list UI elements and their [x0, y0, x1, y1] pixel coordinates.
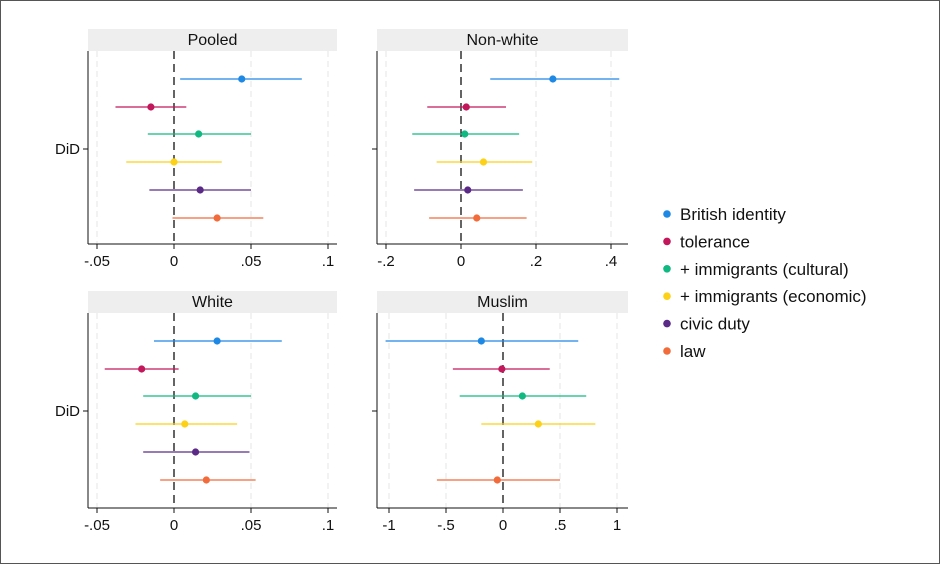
x-tick-label: 0 [170, 253, 178, 270]
legend-label-immigrants-cultural: + immigrants (cultural) [680, 260, 849, 279]
panel-white: White -.05 0 .05 .1 DiD [55, 291, 337, 534]
point-estimate-immigrants-economic [170, 158, 178, 166]
y-tick-label: DiD [55, 403, 80, 420]
point-estimate-tolerance [498, 365, 506, 373]
point-estimate-tolerance [147, 103, 155, 111]
point-estimate-british-identity [477, 337, 485, 345]
point-estimate-law [493, 476, 501, 484]
point-estimate-civic-duty [196, 186, 204, 194]
panel-title: Muslim [477, 294, 528, 311]
panel-header [88, 291, 337, 313]
point-estimate-immigrants-cultural [195, 130, 203, 138]
x-tick-label: 0 [457, 253, 465, 270]
panel-muslim: Muslim -1 -.5 0 .5 1 [372, 291, 628, 534]
legend-label-british-identity: British identity [680, 205, 786, 224]
panel-title: Pooled [188, 32, 238, 49]
legend-marker-immigrants-economic [663, 292, 671, 301]
point-estimate-tolerance [138, 365, 146, 373]
x-tick-label: .05 [241, 517, 262, 534]
point-estimate-immigrants-economic [479, 158, 488, 166]
x-tick-label: .5 [554, 517, 567, 534]
point-estimate-law [473, 214, 481, 222]
panel-non-white: Non-white -.2 0 .2 .4 [372, 29, 628, 270]
x-tick-label: 0 [170, 517, 178, 534]
point-estimate-civic-duty [191, 448, 200, 456]
panel-header [377, 291, 628, 313]
panel-header [88, 29, 337, 51]
x-tick-label: -.5 [437, 517, 455, 534]
legend-marker-immigrants-cultural [663, 265, 671, 273]
x-tick-label: .05 [241, 253, 262, 270]
x-tick-label: .1 [322, 517, 335, 534]
legend-label-civic-duty: civic duty [680, 315, 750, 334]
legend-label-tolerance: tolerance [680, 232, 750, 251]
point-estimate-british-identity [213, 337, 221, 345]
x-tick-label: -.2 [377, 253, 395, 270]
point-estimate-immigrants-cultural [518, 392, 526, 400]
legend-label-immigrants-economic: + immigrants (economic) [680, 287, 867, 306]
x-tick-label: 1 [613, 517, 621, 534]
panel-title: Non-white [466, 32, 538, 49]
point-estimate-immigrants-cultural [461, 130, 469, 138]
panel-title: White [192, 294, 233, 311]
panel-pooled: Pooled -.05 0 .05 .1 DiD [55, 29, 337, 270]
point-estimate-law [213, 214, 221, 222]
legend-marker-law [663, 347, 671, 355]
point-estimate-law [202, 476, 210, 484]
point-estimate-immigrants-economic [534, 420, 542, 428]
point-estimate-immigrants-economic [181, 420, 189, 428]
point-estimate-british-identity [238, 75, 246, 83]
legend: British identity tolerance + immigrants (c… [663, 205, 867, 361]
legend-marker-civic-duty [663, 319, 671, 328]
x-tick-label: -.05 [84, 517, 110, 534]
x-tick-label: 0 [499, 517, 507, 534]
y-tick-label: DiD [55, 141, 80, 158]
point-estimate-british-identity [549, 75, 557, 83]
point-estimate-civic-duty [464, 186, 472, 194]
point-estimate-immigrants-cultural [191, 392, 200, 400]
legend-marker-tolerance [663, 237, 671, 246]
legend-marker-british-identity [663, 210, 671, 218]
x-tick-label: -1 [382, 517, 395, 534]
x-tick-label: -.05 [84, 253, 110, 270]
x-tick-label: .4 [605, 253, 618, 270]
legend-label-law: law [680, 342, 706, 361]
x-tick-label: .2 [530, 253, 543, 270]
panel-header [377, 29, 628, 51]
point-estimate-tolerance [462, 103, 470, 111]
x-tick-label: .1 [322, 253, 335, 270]
